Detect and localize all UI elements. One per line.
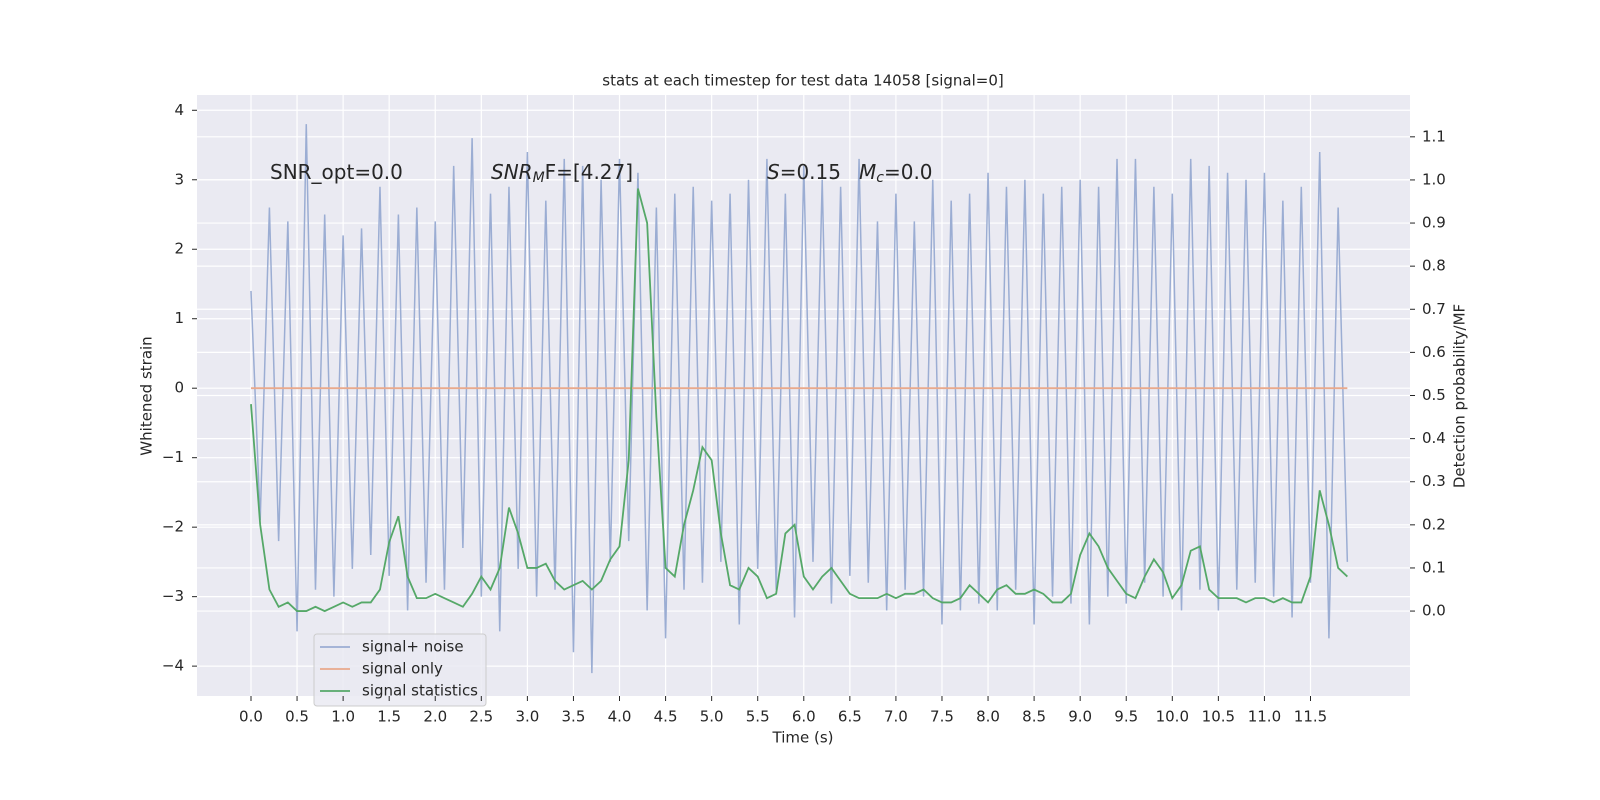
x-tick-label: 5.5 [746, 708, 770, 726]
annotation-part: M [859, 160, 876, 184]
y2-tick-label: 0.6 [1422, 343, 1446, 361]
y2-tick-label: 1.1 [1422, 127, 1446, 145]
y2-tick-label: 0.7 [1422, 300, 1446, 318]
y-axis-label: Whitened strain [138, 336, 156, 455]
annotation-part: SNR_opt=0.0 [270, 160, 403, 184]
annotation-part: c [876, 170, 884, 186]
x-tick-label: 6.5 [838, 708, 862, 726]
x-axis-label: Time (s) [772, 729, 834, 747]
x-tick-label: 1.0 [331, 708, 355, 726]
x-tick-label: 10.5 [1202, 708, 1235, 726]
y-tick-label: −4 [162, 657, 184, 675]
x-tick-label: 9.0 [1068, 708, 1092, 726]
y2-tick-label: 0.0 [1422, 602, 1446, 620]
annotation: SNR_opt=0.0 [270, 160, 403, 184]
x-tick-label: 4.0 [608, 708, 632, 726]
annotation-part: F=[4.27] [545, 160, 633, 184]
annotation: SNRMF=[4.27] [491, 160, 633, 187]
y-tick-label: −3 [162, 587, 184, 605]
y2-tick-label: 0.1 [1422, 558, 1446, 576]
annotation-part: =0.15 [780, 160, 841, 184]
y2-tick-label: 0.3 [1422, 472, 1446, 490]
x-tick-label: 6.0 [792, 708, 816, 726]
y-tick-label: 2 [174, 240, 184, 258]
y2-tick-label: 0.9 [1422, 214, 1446, 232]
x-tick-label: 11.0 [1248, 708, 1281, 726]
y-tick-label: 3 [174, 170, 184, 188]
annotation: Mc=0.0 [859, 160, 933, 187]
series-line [250, 188, 1348, 613]
series-line [250, 124, 1349, 674]
x-tick-label: 0.5 [285, 708, 309, 726]
x-tick-label: 1.5 [377, 708, 401, 726]
annotation-part: S [767, 160, 780, 184]
y2-tick-label: 1.0 [1422, 170, 1446, 188]
y-tick-label: −2 [162, 518, 184, 536]
x-tick-label: 7.0 [884, 708, 908, 726]
x-tick-label: 11.5 [1294, 708, 1327, 726]
y2-axis-label: Detection probability/MF [1451, 304, 1469, 488]
legend-label: signal+ noise [362, 638, 464, 656]
annotation: S=0.15 [767, 160, 841, 184]
annotation-part: =0.0 [884, 160, 933, 184]
x-tick-label: 3.0 [515, 708, 539, 726]
x-tick-label: 9.5 [1114, 708, 1138, 726]
x-tick-label: 10.0 [1156, 708, 1189, 726]
y2-tick-label: 0.8 [1422, 257, 1446, 275]
x-tick-label: 8.0 [976, 708, 1000, 726]
y-tick-label: 0 [174, 379, 184, 397]
x-tick-label: 0.0 [239, 708, 263, 726]
y2-tick-label: 0.2 [1422, 515, 1446, 533]
x-tick-label: 3.5 [562, 708, 586, 726]
chart-title: stats at each timestep for test data 140… [602, 72, 1003, 90]
x-tick-label: 2.0 [423, 708, 447, 726]
annotation-part: M [533, 170, 545, 186]
overlay: SNR_opt=0.0 SNRMF=[4.27] S=0.15 Mc=0.0signa… [270, 160, 933, 707]
y2-tick-label: 0.4 [1422, 429, 1446, 447]
x-tick-label: 8.5 [1022, 708, 1046, 726]
y-tick-label: −1 [162, 448, 184, 466]
legend-label: signal statistics [362, 682, 478, 700]
y2-tick-label: 0.5 [1422, 386, 1446, 404]
x-tick-label: 7.5 [930, 708, 954, 726]
annotation-part: SNR [491, 160, 533, 184]
legend-label: signal only [362, 660, 443, 678]
x-tick-label: 4.5 [654, 708, 678, 726]
x-tick-label: 5.0 [700, 708, 724, 726]
marks [250, 124, 1349, 674]
legend-box [313, 633, 487, 707]
y-tick-label: 4 [174, 101, 184, 119]
x-tick-label: 2.5 [469, 708, 493, 726]
y-tick-label: 1 [174, 309, 184, 327]
